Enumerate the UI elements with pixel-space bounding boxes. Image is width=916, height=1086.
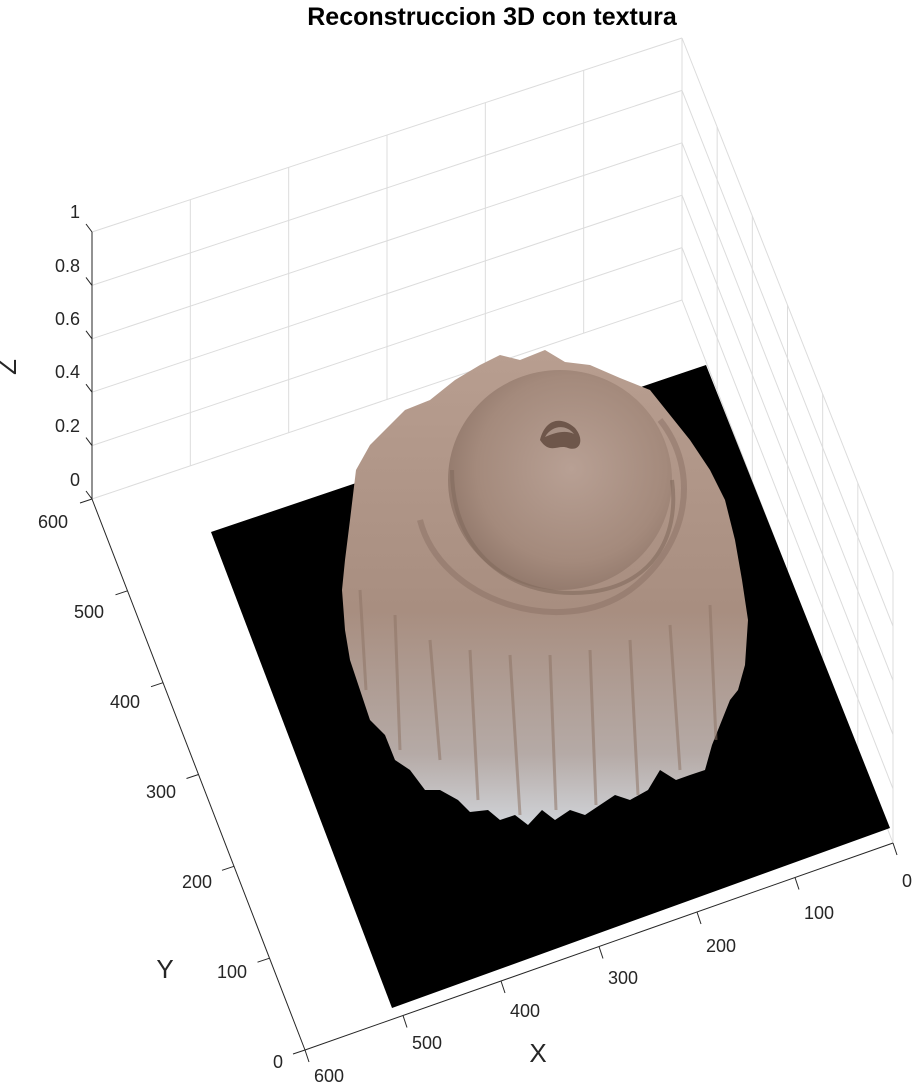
z-tick-mark (85, 330, 93, 340)
x-tick-mark (598, 946, 604, 959)
dome-highlight (545, 427, 574, 437)
x-axis-label: X (529, 1038, 546, 1068)
y-tick-label: 400 (110, 692, 140, 712)
x-tick-label: 300 (608, 968, 638, 988)
x-tick-label: 200 (706, 936, 736, 956)
x-tick-mark (500, 980, 506, 994)
z-tick-mark (85, 223, 93, 233)
z-tick-label: 0.6 (55, 309, 80, 329)
z-tick-label: 0.2 (55, 416, 80, 436)
x-tick-label: 0 (902, 871, 912, 891)
x-tick-label: 400 (510, 1001, 540, 1021)
axes (79, 223, 898, 1063)
x-tick-label: 500 (412, 1033, 442, 1053)
x-tick-label: 600 (314, 1066, 344, 1086)
z-tick-mark (85, 383, 93, 393)
x-tick-mark (794, 877, 800, 890)
y-axis-label: Y (156, 954, 173, 984)
surface-texture (342, 350, 748, 825)
y-tick-label: 600 (38, 512, 68, 532)
collar-ridges (358, 589, 718, 816)
x-tick-mark (696, 911, 702, 925)
collar-ring (417, 418, 687, 615)
z-tick-mark (85, 490, 93, 500)
dome-ring (450, 469, 676, 595)
x-tick-mark (402, 1015, 408, 1028)
z-tick-label: 0 (70, 470, 80, 490)
z-tick-mark (85, 277, 93, 286)
y-tick-labels: 0 100 200 300 400 500 600 (38, 512, 283, 1072)
z-tick-mark (85, 437, 93, 446)
x-tick-label: 100 (804, 903, 834, 923)
y-tick-mark (186, 774, 199, 779)
y-tick-mark (150, 682, 164, 688)
y-tick-label: 500 (74, 602, 104, 622)
y-tick-mark (257, 957, 270, 963)
x-tick-mark (304, 1049, 310, 1063)
z-tick-label: 0.4 (55, 362, 80, 382)
y-tick-label: 100 (217, 962, 247, 982)
y-tick-mark (292, 1049, 306, 1055)
z-tick-labels: 0 0.2 0.4 0.6 0.8 1 (55, 202, 80, 490)
z-tick-label: 1 (70, 202, 80, 222)
y-tick-label: 300 (146, 782, 176, 802)
y-tick-mark (79, 498, 93, 504)
dome (448, 370, 672, 590)
y-tick-mark (115, 590, 128, 596)
z-tick-label: 0.8 (55, 256, 80, 276)
y-tick-label: 200 (182, 872, 212, 892)
z-axis-label: Z (0, 359, 22, 375)
x-tick-mark (892, 842, 898, 856)
y-tick-mark (221, 865, 235, 871)
chart-title: Reconstruccion 3D con textura (307, 3, 678, 31)
y-tick-label: 0 (273, 1052, 283, 1072)
x-tick-labels: 0 100 200 300 400 500 600 (314, 871, 912, 1086)
dome-bump (540, 420, 581, 449)
